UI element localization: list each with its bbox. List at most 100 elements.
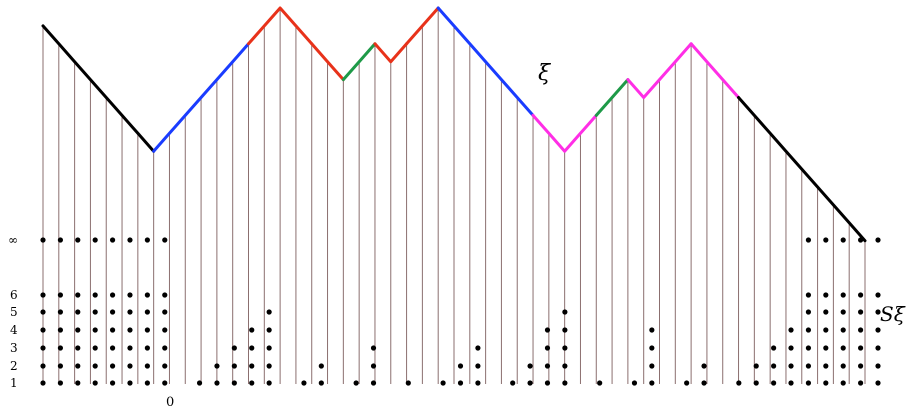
stack-dot xyxy=(805,237,812,243)
stack-dot xyxy=(249,345,255,351)
stack-dot xyxy=(457,380,464,386)
stack-dot xyxy=(162,292,168,298)
stack-dot xyxy=(858,292,864,298)
stack-dot xyxy=(823,363,829,369)
stack-dot xyxy=(875,292,881,298)
stack-dot xyxy=(823,309,829,315)
stack-dot xyxy=(823,292,829,298)
stack-dot xyxy=(75,345,81,351)
path-segment-magenta xyxy=(626,42,693,99)
stack-dot xyxy=(127,327,133,333)
stack-dot xyxy=(875,237,881,243)
stack-dot xyxy=(840,292,846,298)
stack-dot xyxy=(805,380,812,386)
stack-dot xyxy=(562,345,568,351)
stack-dot xyxy=(858,363,864,369)
stack-dot xyxy=(144,363,150,369)
stack-dot xyxy=(109,345,116,351)
stack-dot xyxy=(75,380,81,386)
stack-dot xyxy=(649,327,655,333)
stack-dot xyxy=(788,363,794,369)
stack-dot xyxy=(649,363,655,369)
stack-dot xyxy=(144,237,150,243)
path-segment-magenta xyxy=(689,42,741,99)
level-label-6: 6 xyxy=(10,288,18,302)
stack-dot xyxy=(249,380,255,386)
stack-dot xyxy=(597,380,603,386)
stack-dot xyxy=(771,345,777,351)
level-label-4: 4 xyxy=(10,323,18,337)
level-axis-labels: 1 2 3 4 5 6 ∞ xyxy=(8,233,18,390)
stack-dot xyxy=(805,309,812,315)
path-segment-blue xyxy=(436,6,535,117)
stack-dot xyxy=(875,363,881,369)
stack-dot xyxy=(875,327,881,333)
stack-dot xyxy=(562,327,568,333)
stack-dot xyxy=(40,327,46,333)
stack-dot xyxy=(57,237,64,243)
path-segment-blue xyxy=(152,42,250,153)
stack-dot xyxy=(231,345,237,351)
stack-dot xyxy=(40,380,46,386)
stack-dot xyxy=(318,380,324,386)
stack-dot xyxy=(162,309,168,315)
stack-dot xyxy=(92,345,98,351)
stack-dot xyxy=(231,380,237,386)
stack-dot xyxy=(109,363,116,369)
stack-dot xyxy=(823,380,829,386)
stack-dot xyxy=(144,380,150,386)
stack-dot xyxy=(527,363,533,369)
stack-dot xyxy=(875,345,881,351)
stack-dot xyxy=(40,237,46,243)
stack-dot xyxy=(858,309,864,315)
stack-dot xyxy=(805,345,812,351)
stack-dot xyxy=(127,292,133,298)
stack-dot xyxy=(544,345,551,351)
stack-dot xyxy=(109,380,116,386)
stack-dot xyxy=(805,327,812,333)
level-label-5: 5 xyxy=(10,305,18,319)
stack-dot xyxy=(875,309,881,315)
stack-dot xyxy=(249,327,255,333)
stack-dot xyxy=(353,380,359,386)
stack-dot xyxy=(684,380,690,386)
stack-dot xyxy=(162,363,168,369)
path-segment-black xyxy=(41,24,156,153)
stack-dot xyxy=(57,292,64,298)
lattice-path-xi xyxy=(41,6,867,243)
stack-dot xyxy=(840,327,846,333)
stack-dot xyxy=(40,309,46,315)
stack-dot xyxy=(457,363,464,369)
stack-dot xyxy=(701,363,707,369)
stack-dot xyxy=(510,380,516,386)
stack-dot xyxy=(440,380,446,386)
stack-dot xyxy=(753,363,759,369)
stack-dot xyxy=(562,363,568,369)
stack-dot xyxy=(370,363,377,369)
path-segment-green xyxy=(341,42,377,82)
stack-dot xyxy=(214,363,220,369)
stack-dot xyxy=(858,345,864,351)
stack-dot xyxy=(127,363,133,369)
path-segment-red xyxy=(405,6,440,46)
stack-dot xyxy=(57,363,64,369)
stack-dot xyxy=(162,380,168,386)
stack-dot xyxy=(40,363,46,369)
stack-dot xyxy=(144,309,150,315)
stack-dot xyxy=(75,292,81,298)
stack-dot xyxy=(127,237,133,243)
stack-dot xyxy=(562,380,568,386)
stack-dot xyxy=(127,309,133,315)
stack-dot xyxy=(75,363,81,369)
stack-dot xyxy=(475,345,481,351)
stack-dot xyxy=(57,327,64,333)
stack-dot xyxy=(75,309,81,315)
stack-dot xyxy=(475,363,481,369)
stack-dot xyxy=(527,380,533,386)
stack-dot xyxy=(753,380,759,386)
stack-dot xyxy=(40,292,46,298)
path-segment-red xyxy=(310,42,345,82)
stack-dot xyxy=(75,327,81,333)
stack-dot xyxy=(823,327,829,333)
